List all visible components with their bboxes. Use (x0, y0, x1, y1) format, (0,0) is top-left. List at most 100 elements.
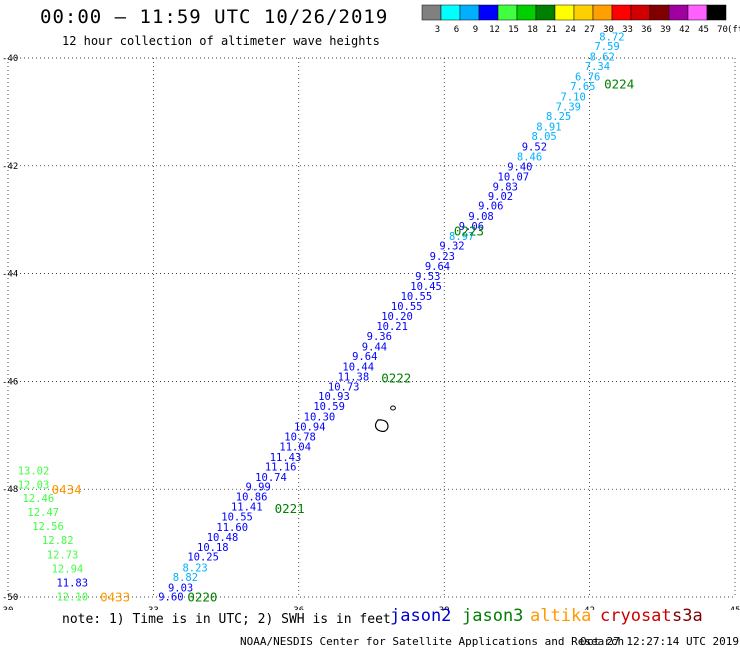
colorbar-label: 36 (641, 25, 652, 35)
pass-time-label: 0220 (187, 589, 217, 604)
legend-jason3: jason3 (462, 606, 524, 626)
wave-height-label: 11.43 (270, 452, 302, 464)
wave-height-label: 9.06 (459, 221, 484, 233)
wave-height-label: 10.59 (313, 401, 345, 413)
colorbar-label: 3 (435, 25, 440, 35)
wave-height-label: 10.18 (197, 542, 229, 554)
wave-height-label: 10.86 (236, 492, 268, 504)
wave-height-label: 9.02 (488, 191, 513, 203)
wave-height-label: 7.59 (594, 41, 619, 53)
wave-height-label: 11.83 (56, 577, 88, 589)
lon-tick-label: 36 (293, 606, 304, 610)
colorbar-label: 30 (603, 25, 614, 35)
wave-height-label: 11.41 (231, 501, 263, 513)
wave-height-label: 11.16 (265, 462, 297, 474)
wave-height-label: 7.65 (570, 81, 595, 93)
wave-height-label: 10.07 (498, 172, 530, 184)
colorbar-label: 15 (508, 25, 519, 35)
lon-tick-label: 33 (148, 606, 159, 610)
lat-tick-label: -40 (2, 54, 18, 64)
wave-height-label: 9.99 (245, 482, 270, 494)
wave-height-label: 13.02 (18, 465, 50, 477)
wave-height-label: 10.44 (342, 361, 374, 373)
wave-height-label: 10.93 (318, 391, 350, 403)
wave-height-label: 9.06 (478, 201, 503, 213)
wave-height-label: 9.60 (158, 591, 183, 603)
wave-height-label: 9.52 (522, 141, 547, 153)
wave-height-label: 10.25 (187, 552, 219, 564)
wave-height-label: 9.36 (367, 331, 392, 343)
wave-height-label: 12.46 (23, 493, 55, 505)
wave-height-label: 10.48 (207, 532, 239, 544)
wave-height-label: 8.91 (536, 121, 561, 133)
wave-height-label: 9.83 (493, 181, 518, 193)
lat-tick-label: -44 (2, 270, 18, 280)
wave-height-label: 10.55 (391, 301, 423, 313)
wave-height-label: 11.04 (279, 442, 311, 454)
wave-height-label: 9.40 (507, 161, 532, 173)
lat-tick-label: -46 (2, 377, 18, 387)
wave-height-label: 9.64 (352, 351, 377, 363)
wave-height-label: 10.45 (410, 281, 442, 293)
wave-height-label: 9.03 (168, 582, 193, 594)
lon-tick-label: 39 (439, 606, 450, 610)
colorbar-label: 12 (489, 25, 500, 35)
wave-height-label: 10.94 (294, 422, 326, 434)
wave-height-label: 10.21 (376, 321, 408, 333)
colorbar-unit: (ft) (727, 25, 740, 35)
island-outline (390, 405, 396, 411)
wave-height-label: 8.82 (173, 572, 198, 584)
legend-jason2: jason2 (390, 606, 452, 626)
wave-height-label: 10.55 (401, 291, 433, 303)
pass-time-label: 0221 (275, 501, 305, 516)
wave-height-label: 7.10 (561, 91, 586, 103)
colorbar-label: 6 (454, 25, 459, 35)
island-outline (374, 419, 389, 433)
wave-height-label: 8.05 (531, 131, 556, 143)
colorbar-label: 45 (698, 25, 709, 35)
wave-height-label: 12.82 (42, 535, 74, 547)
wave-height-label: 8.23 (182, 562, 207, 574)
wave-height-label: 10.78 (284, 431, 316, 443)
colorbar-label: 9 (473, 25, 478, 35)
wave-height-label: 9.64 (425, 261, 450, 273)
wave-height-label: 12.56 (32, 521, 64, 533)
wave-height-label: 11.38 (338, 372, 370, 384)
wave-height-label: 11.60 (216, 522, 248, 534)
pass-time-label: 0223 (454, 223, 484, 238)
colorbar-label: 39 (660, 25, 671, 35)
pass-time-label: 0433 (100, 589, 130, 604)
colorbar-label: 24 (565, 25, 576, 35)
altimeter-map: 303336394245-40-42-44-46-48-509.609.038.… (2, 31, 740, 610)
legend-s3a: s3a (672, 606, 703, 626)
map-title: 00:00 – 11:59 UTC 10/26/2019 (40, 6, 389, 28)
colorbar-label: 18 (527, 25, 538, 35)
pass-time-label: 0222 (381, 371, 411, 386)
wave-height-label: 10.20 (381, 311, 413, 323)
lat-tick-label: -48 (2, 485, 18, 495)
colorbar-label: 70 (717, 25, 728, 35)
pass-time-label: 0224 (604, 76, 634, 91)
wave-height-label: 12.47 (27, 507, 59, 519)
legend-note: note: 1) Time is in UTC; 2) SWH is in fe… (62, 612, 391, 627)
colorbar-label: 33 (622, 25, 633, 35)
wave-height-label: 7.34 (585, 61, 610, 73)
wave-height-label: 6.76 (575, 71, 600, 83)
colorbar-label: 42 (679, 25, 690, 35)
wave-height-label: 12.73 (47, 549, 79, 561)
colorbar-label: 21 (546, 25, 557, 35)
wave-height-label: 8.62 (590, 51, 615, 63)
lon-tick-label: 42 (584, 606, 595, 610)
wave-height-label: 12.10 (56, 591, 88, 603)
wave-height-label: 8.46 (517, 152, 542, 164)
wave-height-label: 9.08 (468, 211, 493, 223)
wave-height-label: 10.30 (304, 411, 336, 423)
footer-timestamp: Oct 27 12:27:14 UTC 2019 (580, 635, 739, 648)
wave-height-label: 8.25 (546, 111, 571, 123)
lat-tick-label: -50 (2, 593, 18, 603)
wave-height-label: 9.32 (439, 241, 464, 253)
lat-tick-label: -42 (2, 162, 18, 172)
legend-altika: altika (530, 606, 592, 626)
wave-height-label: 8.72 (599, 31, 624, 43)
